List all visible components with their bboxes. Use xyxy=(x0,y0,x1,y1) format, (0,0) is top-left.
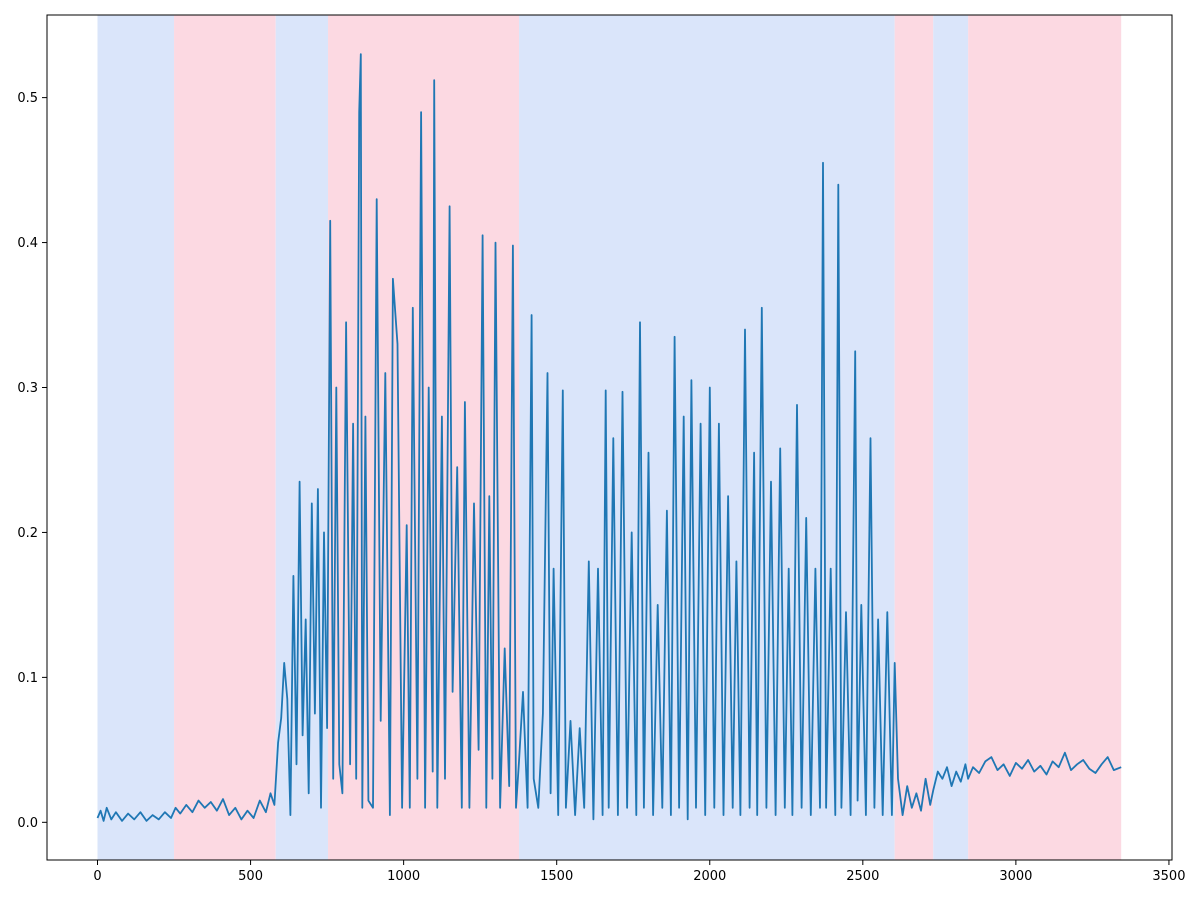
y-axis: 0.0 0.1 0.2 0.3 0.4 0.5 xyxy=(17,91,47,831)
x-tick-label: 2000 xyxy=(693,869,726,884)
region-band xyxy=(97,15,175,860)
region-band xyxy=(968,15,1122,860)
series-line xyxy=(96,53,1122,822)
x-tick-label: 500 xyxy=(238,869,263,884)
y-tick-label: 0.2 xyxy=(17,526,38,541)
series-layer xyxy=(96,53,1122,822)
plot-frame xyxy=(46,14,1173,861)
region-band xyxy=(174,15,276,860)
y-tick-label: 0.5 xyxy=(17,91,38,106)
x-tick-label: 3000 xyxy=(999,869,1032,884)
x-tick-label: 1500 xyxy=(540,869,573,884)
x-tick-label: 2500 xyxy=(846,869,879,884)
x-axis: 0 500 1000 1500 2000 2500 3000 3500 xyxy=(93,860,1185,884)
y-tick-label: 0.4 xyxy=(17,236,38,251)
y-tick-label: 0.0 xyxy=(17,816,38,831)
y-tick-label: 0.3 xyxy=(17,381,38,396)
region-band xyxy=(894,15,934,860)
y-tick-label: 0.1 xyxy=(17,671,38,686)
region-band xyxy=(933,15,969,860)
x-tick-label: 1000 xyxy=(387,869,420,884)
x-tick-label: 0 xyxy=(93,869,101,884)
x-tick-label: 3500 xyxy=(1152,869,1185,884)
